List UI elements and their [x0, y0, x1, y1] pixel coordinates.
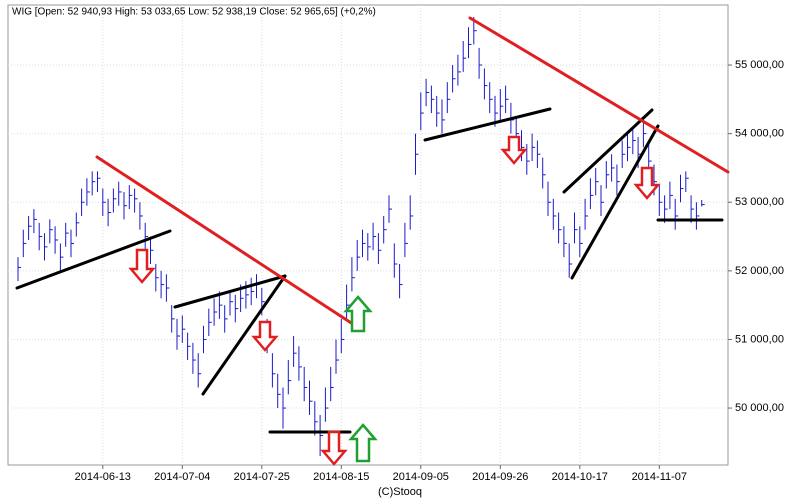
x-tick-label: 2014-09-26	[472, 471, 528, 483]
support-line	[201, 274, 287, 396]
buy-arrow	[348, 423, 378, 463]
resistance-line	[468, 16, 730, 174]
x-tick-label: 2014-07-25	[234, 471, 290, 483]
x-tick-label: 2014-06-13	[75, 471, 131, 483]
sell-arrow	[128, 248, 156, 284]
sell-arrow	[633, 166, 661, 200]
x-tick-label: 2014-11-07	[632, 471, 687, 483]
sell-arrow	[320, 430, 348, 466]
x-tick-label: 2014-10-17	[552, 471, 608, 483]
support-line	[570, 124, 660, 280]
support-line	[562, 108, 654, 194]
footer: (C)Stooq	[378, 486, 422, 498]
sell-arrow	[251, 320, 279, 352]
x-tick-label: 2014-08-15	[313, 471, 369, 483]
support-line	[173, 274, 287, 309]
support-line	[15, 229, 172, 290]
x-tick-label: 2014-09-05	[393, 471, 449, 483]
resistance-line	[95, 155, 364, 332]
y-tick-label: 52 000,00	[735, 265, 784, 277]
annotations	[15, 16, 730, 466]
y-tick-label: 50 000,00	[735, 402, 784, 414]
support-line	[423, 107, 552, 142]
buy-arrow	[343, 295, 373, 333]
chart-title: WIG [Open: 52 940,93 High: 53 033,65 Low…	[12, 7, 376, 18]
grid	[8, 5, 732, 469]
y-tick-label: 51 000,00	[735, 333, 784, 345]
x-tick-label: 2014-07-04	[154, 471, 210, 483]
y-tick-label: 55 000,00	[735, 59, 784, 71]
y-tick-label: 54 000,00	[735, 128, 784, 140]
sell-arrow	[500, 135, 528, 165]
y-tick-label: 53 000,00	[735, 196, 784, 208]
